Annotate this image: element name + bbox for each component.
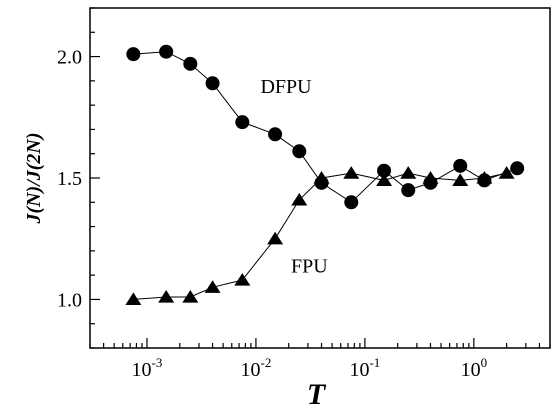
data-point-fpu (267, 231, 284, 245)
data-point-fpu (343, 166, 360, 179)
x-tick-label: 10-2 (241, 355, 272, 381)
data-point-fpu (313, 171, 330, 184)
data-point-fpu (376, 173, 393, 187)
data-point-dfpu (159, 44, 174, 59)
x-tick-label: 100 (461, 355, 488, 381)
data-point-fpu (291, 192, 308, 206)
y-tick-label: 2.0 (57, 47, 82, 69)
x-axis-label: T (307, 378, 327, 410)
data-point-fpu (452, 173, 469, 187)
data-point-dfpu (235, 115, 250, 130)
data-point-fpu (498, 166, 515, 179)
data-point-dfpu (510, 161, 525, 176)
data-point-fpu (476, 171, 493, 184)
data-point-fpu (182, 290, 199, 303)
data-point-fpu (234, 273, 251, 286)
data-point-dfpu (205, 76, 220, 91)
y-axis-label: J(N)/J(2N) (23, 132, 45, 224)
series-label-dfpu: DFPU (260, 76, 312, 98)
data-point-dfpu (183, 56, 198, 71)
data-point-fpu (158, 290, 175, 303)
data-point-dfpu (126, 47, 141, 62)
data-point-dfpu (344, 195, 359, 210)
data-point-fpu (422, 171, 439, 184)
data-point-dfpu (401, 183, 416, 198)
x-tick-label: 10-3 (132, 355, 163, 381)
data-point-dfpu (292, 144, 307, 159)
data-point-fpu (400, 166, 417, 179)
series-layer (125, 44, 525, 306)
data-point-dfpu (377, 163, 392, 178)
y-tick-label: 1.0 (57, 289, 82, 311)
series-label-fpu: FPU (291, 256, 328, 278)
series-line-fpu (133, 172, 507, 300)
ticks-layer (89, 7, 551, 349)
data-point-dfpu (268, 127, 283, 142)
labels-layer: 10-3 10-2 10-1 100 1.0 1.5 2.0 DFPU FPU (57, 47, 487, 381)
y-tick-label: 1.5 (57, 168, 82, 190)
x-tick-label: 10-1 (349, 355, 380, 381)
data-point-fpu (204, 280, 221, 293)
data-point-dfpu (453, 158, 468, 173)
data-point-fpu (125, 292, 142, 306)
